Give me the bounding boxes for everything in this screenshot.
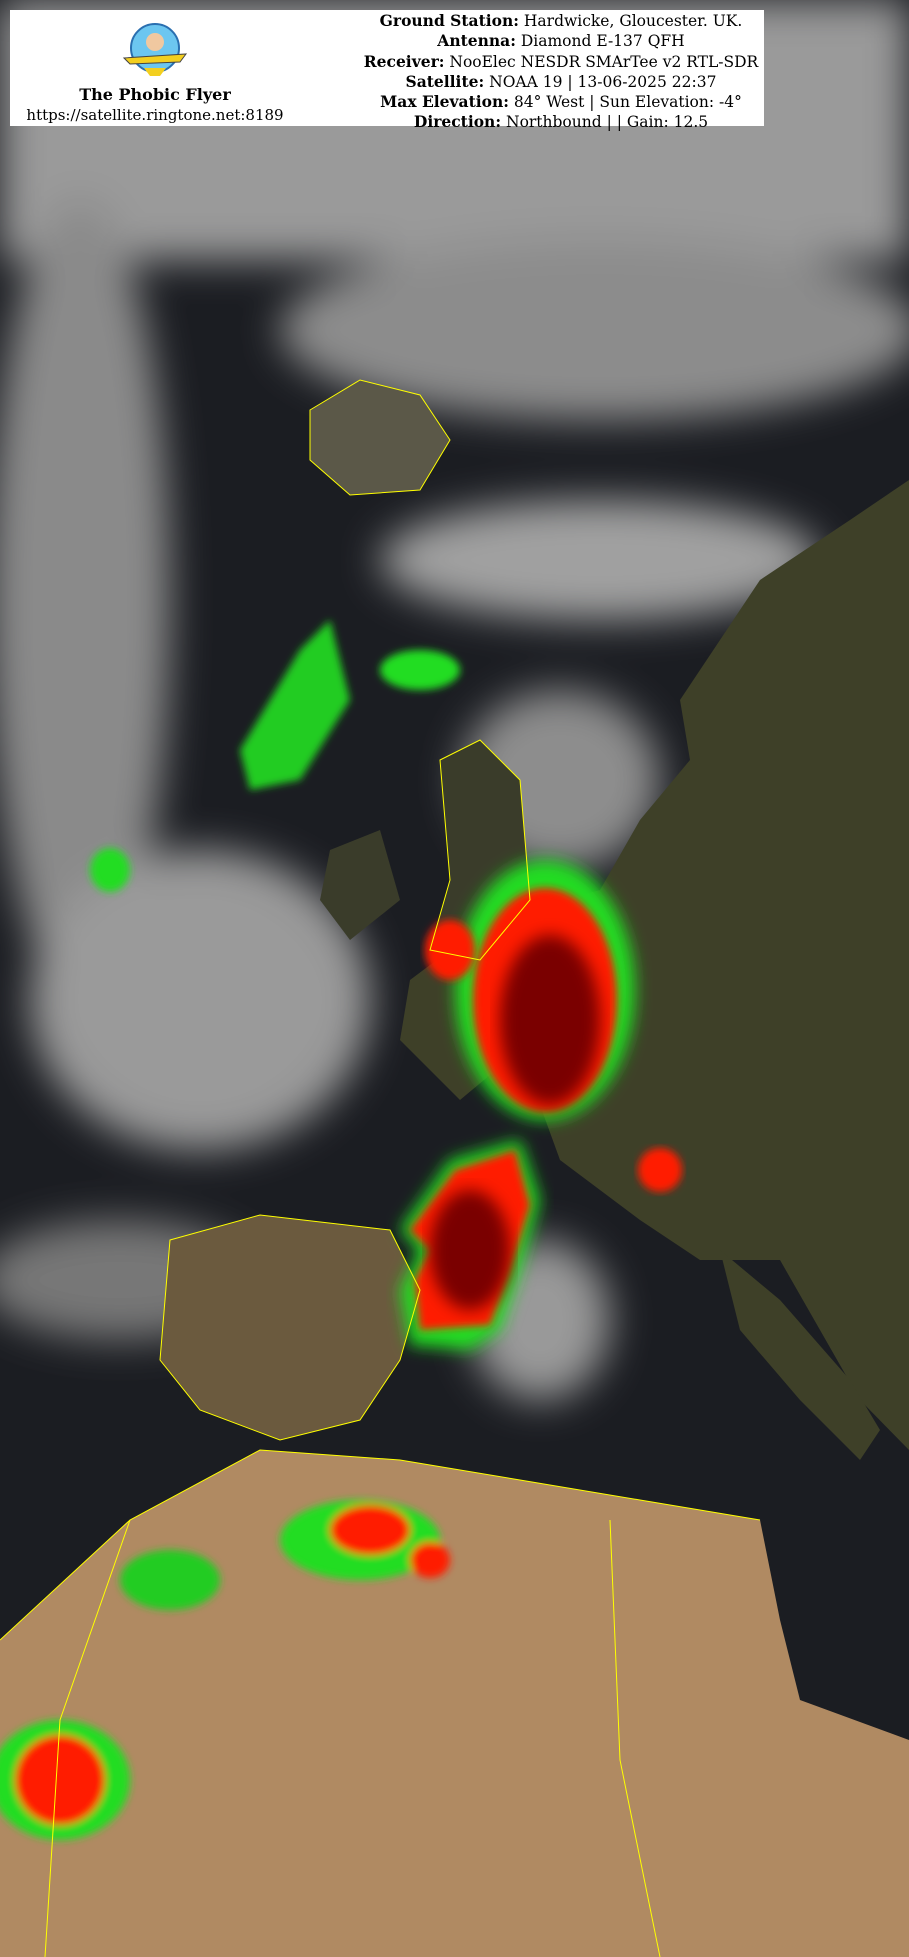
info-ground-station: Ground Station: Hardwicke, Gloucester. U…: [379, 11, 743, 30]
brand-url[interactable]: https://satellite.ringtone.net:8189: [26, 106, 284, 124]
coastlines: [0, 379, 761, 1957]
brand-block: The Phobic Flyer https://satellite.ringt…: [10, 10, 300, 126]
info-max-elevation: Max Elevation: 84° West | Sun Elevation:…: [380, 92, 742, 112]
europe-land: [400, 480, 909, 1450]
storm-south-france: [400, 1140, 682, 1350]
storm-north-africa: [0, 1500, 450, 1840]
phobic-flyer-logo: [122, 23, 188, 76]
info-direction: Direction: Northbound | | Gain: 12.5: [413, 112, 709, 132]
brand-name: The Phobic Flyer: [79, 85, 231, 104]
pass-info-header: The Phobic Flyer https://satellite.ringt…: [10, 10, 764, 131]
info-antenna: Antenna: Diamond E-137 QFH: [437, 31, 685, 51]
africa-land: [0, 1450, 909, 1957]
iceland: [310, 380, 450, 495]
info-satellite: Satellite: NOAA 19 | 13-06-2025 22:37: [405, 71, 717, 91]
iberia: [160, 1215, 420, 1440]
pass-details: Ground Station: Hardwicke, Gloucester. U…: [350, 11, 772, 133]
info-receiver: Receiver: NooElec NESDR SMArTee v2 RTL-S…: [363, 51, 759, 71]
storm-france: [425, 860, 635, 1120]
